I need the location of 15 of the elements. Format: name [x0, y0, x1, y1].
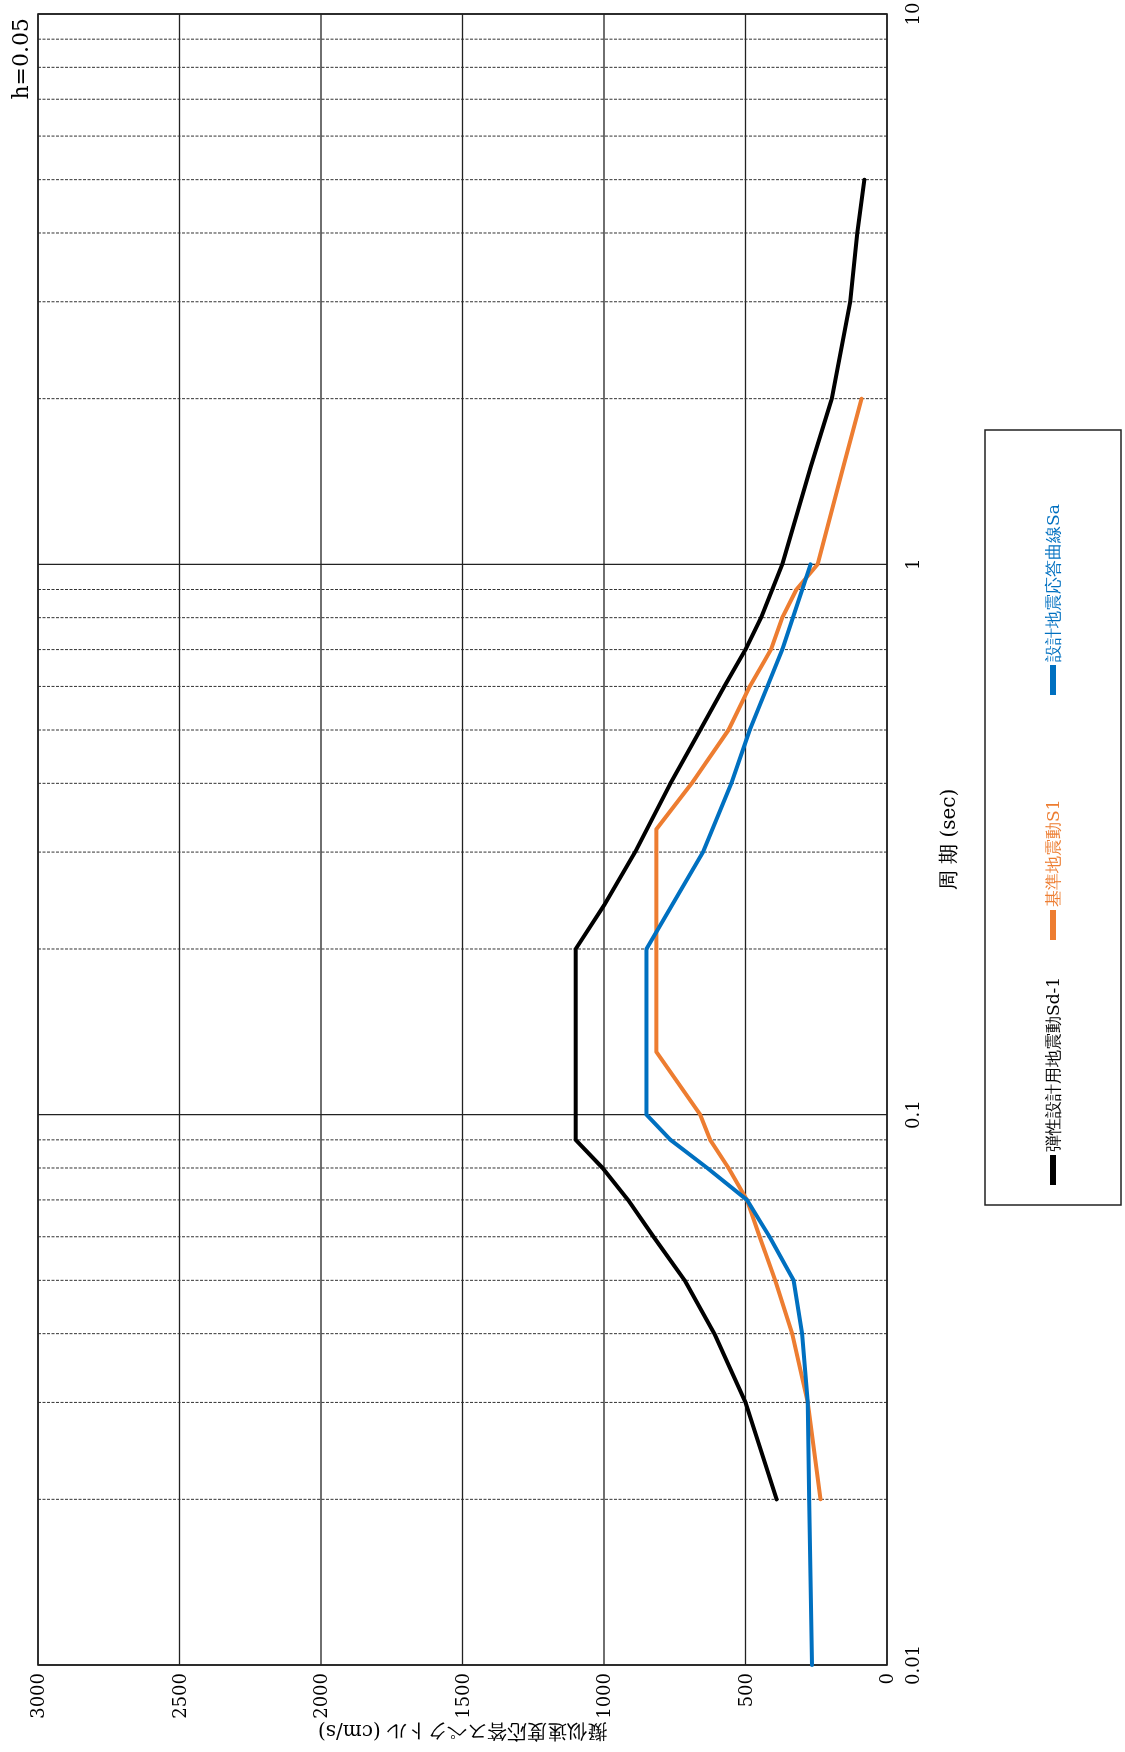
y-tick-label: 0.1 — [902, 1100, 923, 1129]
x-axis-title: 擬似速度応答スペクトル (cm/s) — [317, 1720, 608, 1744]
x-tick-label: 500 — [734, 1673, 756, 1708]
x-tick-label: 0 — [876, 1673, 897, 1685]
y-axis-title: 周 期 (sec) — [936, 788, 960, 891]
y-tick-label: 10 — [902, 2, 923, 26]
x-tick-label: 1000 — [593, 1673, 614, 1719]
x-tick-label: 2500 — [168, 1673, 190, 1719]
y-tick-label: 1 — [902, 558, 923, 571]
x-tick-label: 3000 — [27, 1673, 48, 1719]
text: h=0.05 — [8, 18, 33, 100]
legend: 弾性設計用地震動Sd-1 基準地震動S1 設計地震応答曲線Sa — [984, 429, 1122, 1206]
y-tick-label: 0.01 — [902, 1644, 923, 1686]
x-tick-label: 1500 — [451, 1673, 473, 1719]
x-tick-label: 2000 — [310, 1673, 331, 1719]
